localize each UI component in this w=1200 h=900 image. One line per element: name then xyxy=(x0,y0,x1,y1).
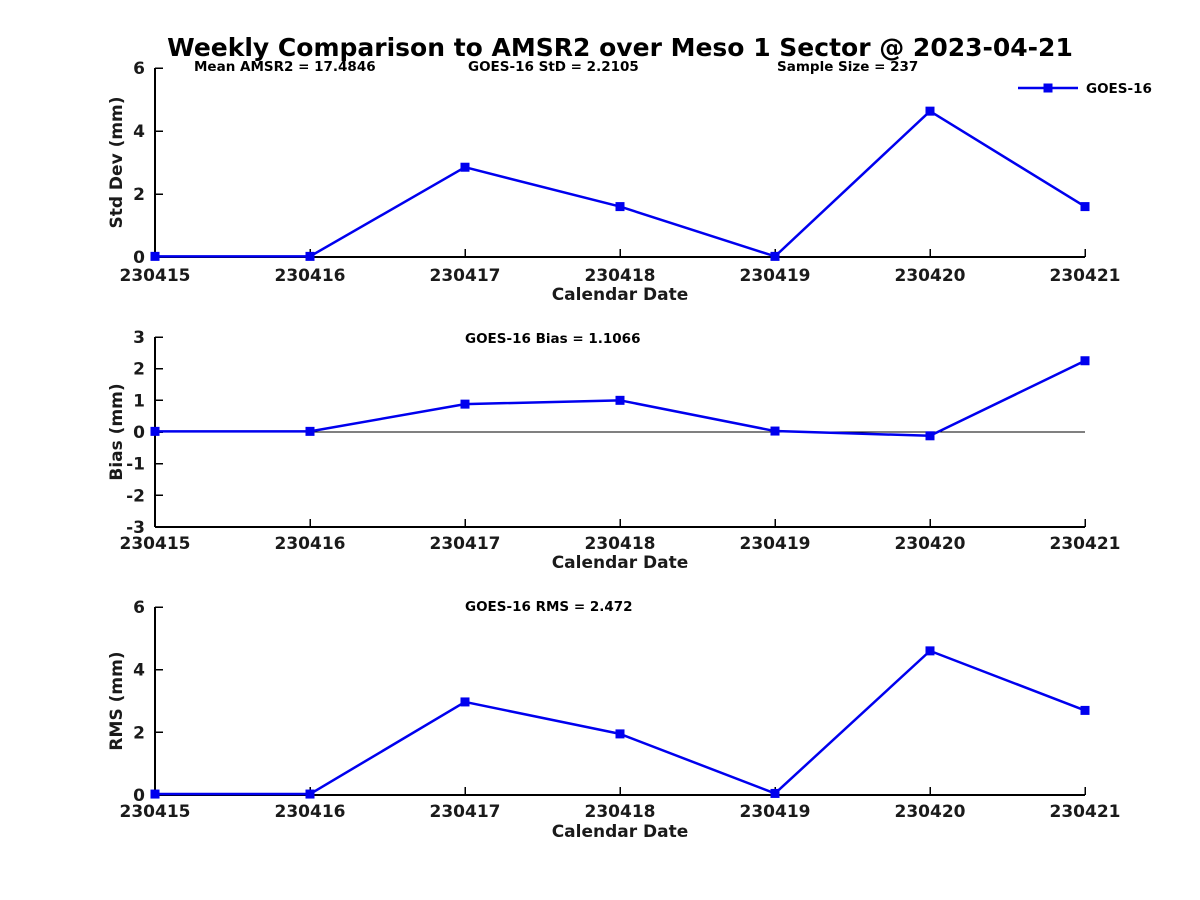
data-point-marker xyxy=(615,395,625,405)
data-point-marker xyxy=(305,251,315,261)
x-tick-label: 230416 xyxy=(275,802,346,822)
data-point-marker xyxy=(615,729,625,739)
x-tick-label: 230417 xyxy=(430,534,501,554)
y-tick-label: -2 xyxy=(126,486,145,506)
x-tick-label: 230419 xyxy=(740,266,811,286)
data-point-marker xyxy=(150,251,160,261)
data-point-marker xyxy=(305,789,315,799)
y-tick-label: 6 xyxy=(133,598,145,618)
data-point-marker xyxy=(460,697,470,707)
data-point-marker xyxy=(305,426,315,436)
data-point-marker xyxy=(615,202,625,212)
y-tick-label: 2 xyxy=(133,360,145,380)
data-point-marker xyxy=(925,106,935,116)
x-axis-title: Calendar Date xyxy=(552,822,689,842)
y-axis-title: Bias (mm) xyxy=(107,383,127,480)
x-tick-label: 230418 xyxy=(585,266,656,286)
data-point-marker xyxy=(925,646,935,656)
data-line xyxy=(155,649,1086,796)
data-point-marker xyxy=(925,431,935,441)
x-tick-label: 230418 xyxy=(585,802,656,822)
x-tick-label: 230420 xyxy=(895,266,966,286)
figure-title: Weekly Comparison to AMSR2 over Meso 1 S… xyxy=(167,33,1073,62)
y-tick-label: -1 xyxy=(126,455,145,475)
stat-annotation: Sample Size = 237 xyxy=(777,59,918,75)
legend: GOES-16 xyxy=(1018,81,1152,97)
data-point-marker xyxy=(770,426,780,436)
y-axis-title: Std Dev (mm) xyxy=(107,96,127,228)
data-point-marker xyxy=(150,789,160,799)
y-tick-label: 0 xyxy=(133,248,145,268)
y-tick-label: 6 xyxy=(133,59,145,79)
x-tick-label: 230419 xyxy=(740,802,811,822)
subplot-rms: 0 2 4 6 230415 230416 230417 230418 230419 230420… xyxy=(107,598,1120,842)
subplot-title: GOES-16 Bias = 1.1066 xyxy=(465,331,640,347)
y-tick-label: 0 xyxy=(133,786,145,806)
x-tick-label: 230419 xyxy=(740,534,811,554)
x-tick-label: 230421 xyxy=(1050,534,1121,554)
x-tick-label: 230421 xyxy=(1050,266,1121,286)
x-tick-label: 230415 xyxy=(120,266,191,286)
x-tick-label: 230415 xyxy=(120,534,191,554)
data-point-marker xyxy=(770,788,780,798)
data-point-marker xyxy=(770,251,780,261)
x-axis-title: Calendar Date xyxy=(552,553,689,573)
x-tick-label: 230420 xyxy=(895,534,966,554)
y-tick-label: 2 xyxy=(133,723,145,743)
data-point-marker xyxy=(460,399,470,409)
x-tick-label: 230420 xyxy=(895,802,966,822)
y-tick-label: 4 xyxy=(133,661,145,681)
stat-annotation: GOES-16 StD = 2.2105 xyxy=(468,59,639,75)
x-tick-label: 230417 xyxy=(430,802,501,822)
x-axis-title: Calendar Date xyxy=(552,285,689,305)
data-point-marker xyxy=(150,426,160,436)
y-tick-label: -3 xyxy=(126,518,145,538)
data-point-marker xyxy=(460,162,470,172)
data-point-marker xyxy=(1080,705,1090,715)
stat-annotation: Mean AMSR2 = 17.4846 xyxy=(194,59,376,75)
subplot-std-dev: 0 2 4 6 230415 230416 230417 230418 230419 230420… xyxy=(107,59,1152,305)
data-point-marker xyxy=(1080,202,1090,212)
subplot-title: GOES-16 RMS = 2.472 xyxy=(465,599,633,615)
y-tick-label: 4 xyxy=(133,122,145,142)
y-axis-title: RMS (mm) xyxy=(107,651,127,750)
x-tick-label: 230418 xyxy=(585,534,656,554)
x-tick-label: 230415 xyxy=(120,802,191,822)
legend-label: GOES-16 xyxy=(1086,81,1152,97)
x-tick-label: 230417 xyxy=(430,266,501,286)
legend-marker xyxy=(1043,83,1053,93)
y-tick-label: 3 xyxy=(133,328,145,348)
data-point-marker xyxy=(1080,356,1090,366)
x-tick-label: 230421 xyxy=(1050,802,1121,822)
x-tick-label: 230416 xyxy=(275,534,346,554)
y-tick-label: 2 xyxy=(133,185,145,205)
subplot-bias: -3 -2 -1 0 1 2 3 230415 230416 230417 230418 230419… xyxy=(107,328,1120,573)
y-tick-label: 1 xyxy=(133,391,145,411)
data-line xyxy=(155,109,1086,258)
y-tick-label: 0 xyxy=(133,423,145,443)
x-tick-label: 230416 xyxy=(275,266,346,286)
